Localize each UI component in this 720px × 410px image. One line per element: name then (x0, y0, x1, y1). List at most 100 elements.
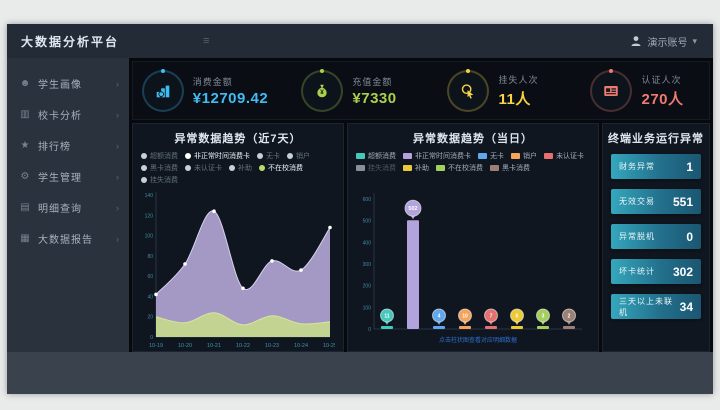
data-point[interactable] (154, 292, 158, 297)
legend-dot (141, 153, 147, 159)
bar-补助[interactable] (511, 326, 523, 329)
legend-item-7d-8[interactable]: 不在校消费 (259, 163, 303, 173)
data-point[interactable] (241, 286, 245, 291)
stat-value: 302 (672, 264, 693, 279)
legend-item-today-6[interactable]: 挂失消费 (356, 163, 396, 173)
legend-label: 超额消费 (150, 153, 178, 160)
legend-swatch (403, 153, 412, 159)
chevron-right-icon: › (116, 202, 119, 213)
sidebar-item-6[interactable]: ▦ 大数据报告 › (7, 223, 129, 254)
balloon-marker[interactable] (458, 308, 472, 323)
legend-item-7d-2[interactable]: 非正常时间消费卡 (185, 151, 250, 161)
legend-label: 不在校消费 (448, 165, 483, 172)
bar-非正常时间消费卡[interactable] (407, 220, 419, 329)
y-tick-label: 80 (147, 254, 153, 260)
legend-item-today-1[interactable]: 超额消费 (356, 151, 396, 161)
sidebar-collapse-icon[interactable]: ≡ (203, 35, 210, 47)
data-point[interactable] (299, 268, 303, 272)
legend-item-today-3[interactable]: 无卡 (478, 151, 504, 161)
y-tick-label: 100 (363, 305, 372, 311)
bar-无卡[interactable] (433, 326, 445, 329)
panel-trend-7days: 异常数据趋势（近7天） 超额消费 非正常时间消费卡 无卡 销户 黑卡消费 未认证卡 补助 不在… (132, 123, 344, 352)
sidebar-item-3[interactable]: ★ 排行榜 › (7, 130, 129, 161)
terminal-stat-row-3[interactable]: 异常脱机 0 (611, 224, 701, 249)
user-name: 演示账号 (647, 37, 688, 49)
user-menu[interactable]: 演示账号 ▾ (630, 34, 713, 49)
balloon-value: 10 (462, 314, 468, 320)
balloon-marker[interactable] (432, 308, 446, 323)
legend-label: 无卡 (490, 153, 504, 160)
y-tick-label: 200 (363, 284, 372, 290)
stat-label: 财务异常 (619, 162, 655, 171)
bar-不在校消费[interactable] (537, 326, 549, 329)
legend-item-7d-3[interactable]: 无卡 (257, 151, 280, 161)
bigdata-report-icon: ▦ (20, 233, 30, 244)
data-point[interactable] (212, 209, 216, 213)
bar-未认证卡[interactable] (485, 326, 497, 329)
terminal-stat-row-2[interactable]: 无效交易 551 (611, 189, 701, 214)
chevron-right-icon: › (116, 140, 119, 151)
consume-amount-icon (156, 85, 170, 97)
legend-7days: 超额消费 非正常时间消费卡 无卡 销户黑卡消费 未认证卡 补助 不在校消费挂失消费 (133, 150, 343, 187)
legend-item-today-4[interactable]: 销户 (511, 151, 537, 161)
auth-idcard-icon (604, 85, 619, 96)
kpi-icon-ring: ¥ (301, 68, 344, 112)
balloon-marker[interactable] (510, 308, 524, 323)
kpi-text: 消费金额 ¥12709.42 (193, 75, 268, 107)
legend-swatch (356, 165, 365, 171)
sidebar: ☻ 学生画像 › ▥ 校卡分析 › ★ 排行榜 › ⚙ 学生管理 › ▤ 明细查询 › ▦ 大数据报告 › (7, 58, 129, 352)
legend-item-today-2[interactable]: 非正常时间消费卡 (403, 151, 471, 161)
legend-item-today-8[interactable]: 不在校消费 (436, 163, 483, 173)
balloon-marker[interactable] (562, 308, 576, 323)
legend-label: 挂失消费 (150, 177, 178, 184)
legend-item-today-9[interactable]: 黑卡消费 (490, 163, 530, 173)
legend-item-today-7[interactable]: 补助 (403, 163, 429, 173)
kpi-ring-tick (320, 68, 325, 73)
legend-item-7d-4[interactable]: 销户 (287, 151, 310, 161)
terminal-stat-row-1[interactable]: 财务异常 1 (611, 154, 701, 179)
bottom-strip (7, 352, 713, 394)
y-tick-label: 60 (147, 274, 153, 280)
legend-label: 不在校消费 (268, 165, 303, 172)
terminal-stat-row-5[interactable]: 三天以上未联机 34 (611, 294, 701, 319)
balloon-marker[interactable] (484, 308, 498, 323)
y-tick-label: 0 (368, 327, 371, 333)
chevron-right-icon: › (116, 109, 119, 120)
chart-footnote-link[interactable]: 点击柱状图查看对应明细数据 (439, 336, 517, 344)
bar-销户[interactable] (459, 326, 471, 329)
bar-超额消费[interactable] (381, 326, 393, 329)
legend-label: 销户 (523, 153, 537, 160)
data-point[interactable] (328, 225, 332, 230)
line-series-2 (155, 312, 331, 326)
bar-黑卡消费[interactable] (563, 326, 575, 329)
balloon-marker[interactable] (380, 308, 394, 323)
area-series-1 (156, 210, 330, 337)
stat-value: 34 (679, 299, 693, 314)
data-point[interactable] (270, 259, 274, 263)
balloon-marker[interactable] (404, 199, 422, 217)
legend-dot (185, 165, 191, 171)
legend-swatch (478, 153, 487, 159)
sidebar-item-2[interactable]: ▥ 校卡分析 › (7, 99, 129, 130)
balloon-marker[interactable] (536, 308, 550, 323)
sidebar-item-4[interactable]: ⚙ 学生管理 › (7, 161, 129, 192)
legend-item-7d-7[interactable]: 补助 (229, 163, 252, 173)
legend-item-7d-5[interactable]: 黑卡消费 (141, 163, 178, 173)
data-point[interactable] (183, 262, 187, 266)
kpi-card-1: 消费金额 ¥12709.42 (133, 68, 277, 112)
legend-dot (141, 165, 147, 171)
ranking-icon: ★ (20, 140, 30, 151)
y-tick-label: 120 (145, 213, 154, 219)
terminal-stat-row-4[interactable]: 坏卡统计 302 (611, 259, 701, 284)
legend-label: 非正常时间消费卡 (415, 153, 471, 160)
legend-swatch (511, 153, 520, 159)
sidebar-item-5[interactable]: ▤ 明细查询 › (7, 192, 129, 223)
legend-swatch (403, 165, 412, 171)
sidebar-item-1[interactable]: ☻ 学生画像 › (7, 68, 129, 99)
legend-item-today-5[interactable]: 未认证卡 (544, 151, 584, 161)
legend-item-7d-1[interactable]: 超额消费 (141, 151, 178, 161)
legend-item-7d-9[interactable]: 挂失消费 (141, 175, 178, 185)
legend-item-7d-6[interactable]: 未认证卡 (185, 163, 222, 173)
sidebar-item-label: 排行榜 (38, 142, 71, 153)
sidebar-item-label: 大数据报告 (38, 235, 93, 246)
